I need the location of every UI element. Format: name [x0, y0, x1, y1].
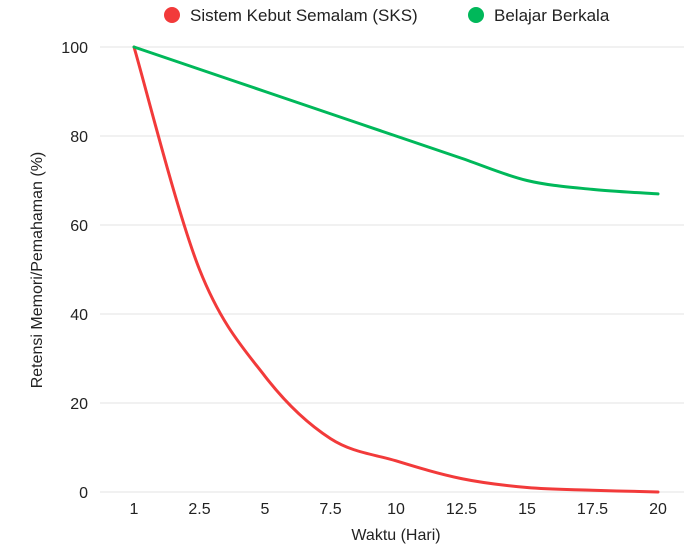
x-tick-label: 12.5: [446, 501, 477, 518]
legend-item-sks[interactable]: Sistem Kebut Semalam (SKS): [164, 6, 418, 25]
x-tick-label: 20: [649, 501, 667, 518]
y-tick-label: 20: [70, 396, 88, 413]
x-tick-label: 2.5: [188, 501, 210, 518]
x-tick-label: 7.5: [319, 501, 341, 518]
legend-swatch-sks: [164, 7, 180, 23]
x-tick-label: 10: [387, 501, 405, 518]
series-lines: [132, 45, 660, 494]
x-tick-label: 5: [261, 501, 270, 518]
x-axis-ticks: 1 2.5 5 7.5 10 12.5 15 17.5 20: [130, 501, 667, 518]
legend: Sistem Kebut Semalam (SKS) Belajar Berka…: [164, 6, 610, 25]
x-tick-label: 15: [518, 501, 536, 518]
y-tick-label: 100: [61, 40, 88, 57]
y-axis-ticks: 0 20 40 60 80 100: [61, 40, 88, 502]
x-axis-title: Waktu (Hari): [351, 527, 440, 544]
series-line-belajar-berkala: [132, 45, 660, 196]
x-tick-label: 17.5: [577, 501, 608, 518]
y-tick-label: 40: [70, 307, 88, 324]
y-tick-label: 80: [70, 129, 88, 146]
y-tick-label: 0: [79, 485, 88, 502]
x-tick-label: 1: [130, 501, 139, 518]
legend-item-belajar-berkala[interactable]: Belajar Berkala: [468, 6, 610, 25]
grid: [100, 46, 684, 493]
y-tick-label: 60: [70, 218, 88, 235]
legend-label-sks: Sistem Kebut Semalam (SKS): [190, 6, 418, 25]
series-line-sks: [132, 45, 660, 494]
legend-label-belajar-berkala: Belajar Berkala: [494, 6, 610, 25]
legend-swatch-belajar-berkala: [468, 7, 484, 23]
y-axis-title: Retensi Memori/Pemahaman (%): [29, 152, 46, 389]
